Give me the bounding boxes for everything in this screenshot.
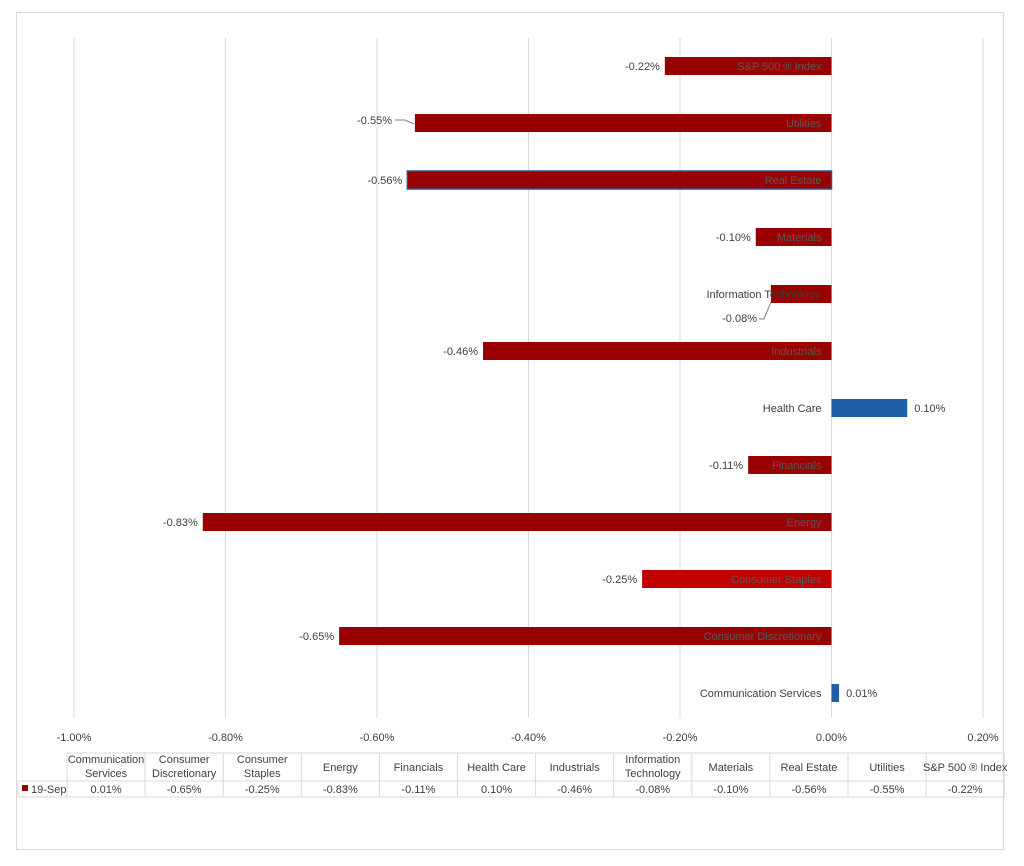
- table-header-cell: Real Estate: [781, 762, 838, 774]
- category-label: Financials: [772, 460, 822, 472]
- category-label: Utilities: [786, 118, 822, 130]
- labels: Communication Services 0.01% Consumer Disc…: [163, 61, 946, 700]
- table-value-cell: -0.56%: [792, 784, 827, 796]
- gridlines: [73, 38, 984, 718]
- table-header-cell: Information: [625, 754, 680, 766]
- x-tick-label: 0.00%: [816, 732, 847, 744]
- category-label: Communication Services: [700, 688, 822, 700]
- bar: [406, 170, 833, 190]
- bar: [770, 285, 832, 303]
- value-label: 0.10%: [914, 403, 945, 415]
- table-header-cell: Communication: [68, 754, 144, 766]
- bar: [664, 57, 832, 75]
- bar: [483, 342, 832, 360]
- x-axis: -1.00% -0.80% -0.60% -0.40% -0.20% 0.00% 0.20%: [57, 732, 999, 744]
- category-label: Real Estate: [765, 175, 822, 187]
- value-label: -0.08%: [722, 313, 757, 325]
- table-value-cell: -0.11%: [401, 784, 435, 796]
- table-header-cell: Energy: [323, 762, 358, 774]
- value-label: -0.65%: [299, 631, 334, 643]
- x-tick-label: -1.00%: [57, 732, 92, 744]
- x-tick-label: -0.60%: [360, 732, 395, 744]
- table-header-cell: Consumer: [237, 754, 288, 766]
- table-value-cell: 0.10%: [481, 784, 512, 796]
- x-tick-label: 0.20%: [967, 732, 998, 744]
- bar: [642, 570, 832, 588]
- table-header-cell: Services: [85, 768, 128, 780]
- leader-line: [395, 119, 415, 125]
- table-header-cell: Consumer: [159, 754, 210, 766]
- bars: [202, 57, 908, 702]
- table-value-cell: -0.08%: [635, 784, 670, 796]
- x-tick-label: -0.20%: [663, 732, 698, 744]
- bar: [414, 114, 832, 132]
- bar: [339, 627, 832, 645]
- table-header-cell: Staples: [244, 768, 281, 780]
- table-header-cell: S&P 500 ® Index: [923, 762, 1008, 774]
- bar: [831, 399, 908, 417]
- bar: [831, 684, 840, 702]
- legend-label: 19-Sep: [31, 784, 66, 796]
- table-value-cell: -0.83%: [323, 784, 358, 796]
- table-value-cell: 0.01%: [90, 784, 121, 796]
- value-label: -0.55%: [357, 115, 392, 127]
- category-label: Consumer Staples: [731, 574, 822, 586]
- category-label: Materials: [777, 232, 822, 244]
- value-label: -0.56%: [367, 175, 402, 187]
- bar: [755, 228, 832, 246]
- category-label: Energy: [787, 517, 822, 529]
- table-value-cell: -0.22%: [948, 784, 983, 796]
- x-tick-label: -0.80%: [208, 732, 243, 744]
- legend-swatch: [22, 785, 28, 791]
- bar: [202, 513, 832, 531]
- value-label: 0.01%: [846, 688, 877, 700]
- table-header-cell: Industrials: [550, 762, 601, 774]
- table-header-cell: Financials: [394, 762, 444, 774]
- value-label: -0.25%: [602, 574, 637, 586]
- data-table: Communication Services Consumer Discretiona…: [17, 752, 1008, 798]
- table-value-cell: -0.10%: [713, 784, 748, 796]
- category-label: Information Technology: [706, 289, 820, 301]
- table-value-cell: -0.55%: [870, 784, 905, 796]
- value-label: -0.10%: [716, 232, 751, 244]
- value-label: -0.83%: [163, 517, 198, 529]
- table-header-cell: Utilities: [869, 762, 905, 774]
- category-label: Health Care: [763, 403, 822, 415]
- leader-line: [759, 301, 772, 320]
- chart-frame: [16, 12, 1004, 850]
- bar: [748, 456, 832, 474]
- table-header-cell: Health Care: [467, 762, 526, 774]
- table-value-cell: -0.25%: [245, 784, 280, 796]
- value-label: -0.22%: [625, 61, 660, 73]
- category-label: Consumer Discretionary: [704, 631, 822, 643]
- table-value-cell: -0.46%: [557, 784, 592, 796]
- x-tick-label: -0.40%: [511, 732, 546, 744]
- value-label: -0.46%: [443, 346, 478, 358]
- table-value-cell: -0.65%: [167, 784, 202, 796]
- value-label: -0.11%: [709, 460, 743, 472]
- category-label: S&P 500 ® Index: [737, 61, 822, 73]
- category-label: Industrials: [771, 346, 822, 358]
- table-header-cell: Discretionary: [152, 768, 217, 780]
- table-header-cell: Materials: [709, 762, 754, 774]
- table-header-cell: Technology: [625, 768, 681, 780]
